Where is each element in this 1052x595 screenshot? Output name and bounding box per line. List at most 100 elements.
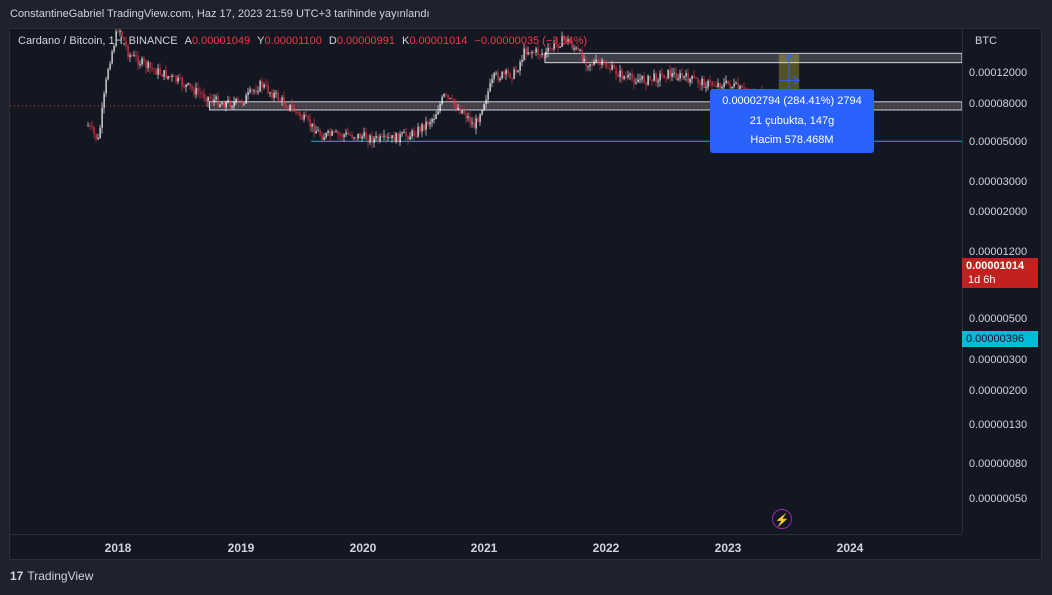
symbol-legend[interactable]: Cardano / Bitcoin, 1H, BINANCE A0.000010… [18, 35, 587, 47]
candle [679, 73, 681, 79]
candle [249, 89, 251, 93]
candle [251, 89, 253, 91]
candle [599, 62, 601, 65]
candle [523, 48, 525, 60]
candle [299, 112, 301, 117]
candle [697, 78, 699, 84]
candle [449, 98, 451, 100]
candle [129, 55, 131, 57]
candle [589, 64, 591, 67]
candle [469, 116, 471, 124]
candle [733, 83, 735, 87]
candle [687, 73, 689, 83]
candle [549, 47, 551, 49]
price-tick: 0.00000500 [969, 313, 1028, 325]
change-value: −0.00000035 (−3.34%) [474, 35, 588, 47]
candle [693, 75, 695, 78]
candle [445, 94, 447, 96]
candle [513, 69, 515, 79]
candle [375, 136, 377, 139]
candle [369, 135, 371, 143]
candle [223, 103, 225, 108]
candle [247, 92, 249, 96]
candle [481, 110, 483, 115]
candle [465, 113, 467, 118]
candle [665, 78, 667, 80]
time-axis[interactable]: 2018 2019 2020 2021 2022 2023 2024 [10, 534, 962, 561]
candle [159, 68, 161, 75]
candle [127, 45, 129, 57]
candle [425, 121, 427, 130]
candle [171, 75, 173, 78]
measure-arrow-up [784, 53, 794, 61]
candle [367, 139, 369, 143]
candle [119, 31, 121, 33]
candle [515, 69, 517, 72]
candle [699, 83, 701, 86]
candle [289, 104, 291, 110]
candle [195, 87, 197, 95]
candle [177, 77, 179, 82]
candle [371, 135, 373, 143]
candle [137, 56, 139, 66]
candle [435, 114, 437, 120]
candle [629, 73, 631, 75]
candle [157, 68, 159, 75]
tradingview-logo-icon: 17 [10, 569, 24, 583]
lightning-icon[interactable]: ⚡ [772, 509, 792, 529]
candle [309, 119, 311, 127]
candle [459, 107, 461, 114]
candle [531, 52, 533, 54]
candle [99, 127, 101, 138]
candle [207, 96, 209, 102]
candle [339, 134, 341, 136]
candle [595, 59, 597, 62]
candle [163, 70, 165, 77]
candle [535, 48, 537, 53]
candle [473, 122, 475, 129]
candle [279, 100, 281, 102]
candle [561, 36, 563, 47]
candle [307, 116, 309, 120]
candle [245, 95, 247, 104]
candle [727, 80, 729, 85]
candle [303, 114, 305, 120]
price-tick: 0.00008000 [969, 98, 1028, 110]
candle [201, 93, 203, 95]
candle [107, 69, 109, 80]
candle [423, 124, 425, 130]
last-price: 0.00001014 [966, 260, 1025, 272]
candle [519, 61, 521, 71]
candle [407, 136, 409, 140]
candle [227, 100, 229, 102]
candle [377, 136, 379, 141]
candle [739, 85, 741, 89]
candle [613, 64, 615, 69]
price-tick: 0.00005000 [969, 136, 1028, 148]
price-axis[interactable]: BTC 0.00012000 0.00008000 0.00005000 0.0… [962, 29, 1043, 534]
time-tick: 2021 [470, 541, 498, 555]
candle [253, 90, 255, 92]
candle [619, 70, 621, 78]
candle [259, 80, 261, 92]
candle [437, 111, 439, 115]
candle [621, 70, 623, 79]
candle [555, 42, 557, 44]
tradingview-brand[interactable]: 17 TradingView [10, 569, 93, 583]
symbol-title[interactable]: Cardano / Bitcoin, 1H, BINANCE [18, 35, 178, 47]
candle [737, 82, 739, 89]
candle [331, 131, 333, 136]
candle [677, 78, 679, 80]
candle [479, 114, 481, 122]
candle [653, 73, 655, 81]
candle [453, 98, 455, 105]
candle [265, 84, 267, 86]
candle [429, 122, 431, 125]
candle [401, 132, 403, 135]
candle [109, 63, 111, 70]
candle [517, 70, 519, 72]
chart-frame[interactable]: Cardano / Bitcoin, 1H, BINANCE A0.000010… [9, 28, 1042, 560]
candle [643, 75, 645, 83]
candle [241, 101, 243, 104]
last-price-label: 0.00001014 1d 6h [962, 258, 1038, 288]
